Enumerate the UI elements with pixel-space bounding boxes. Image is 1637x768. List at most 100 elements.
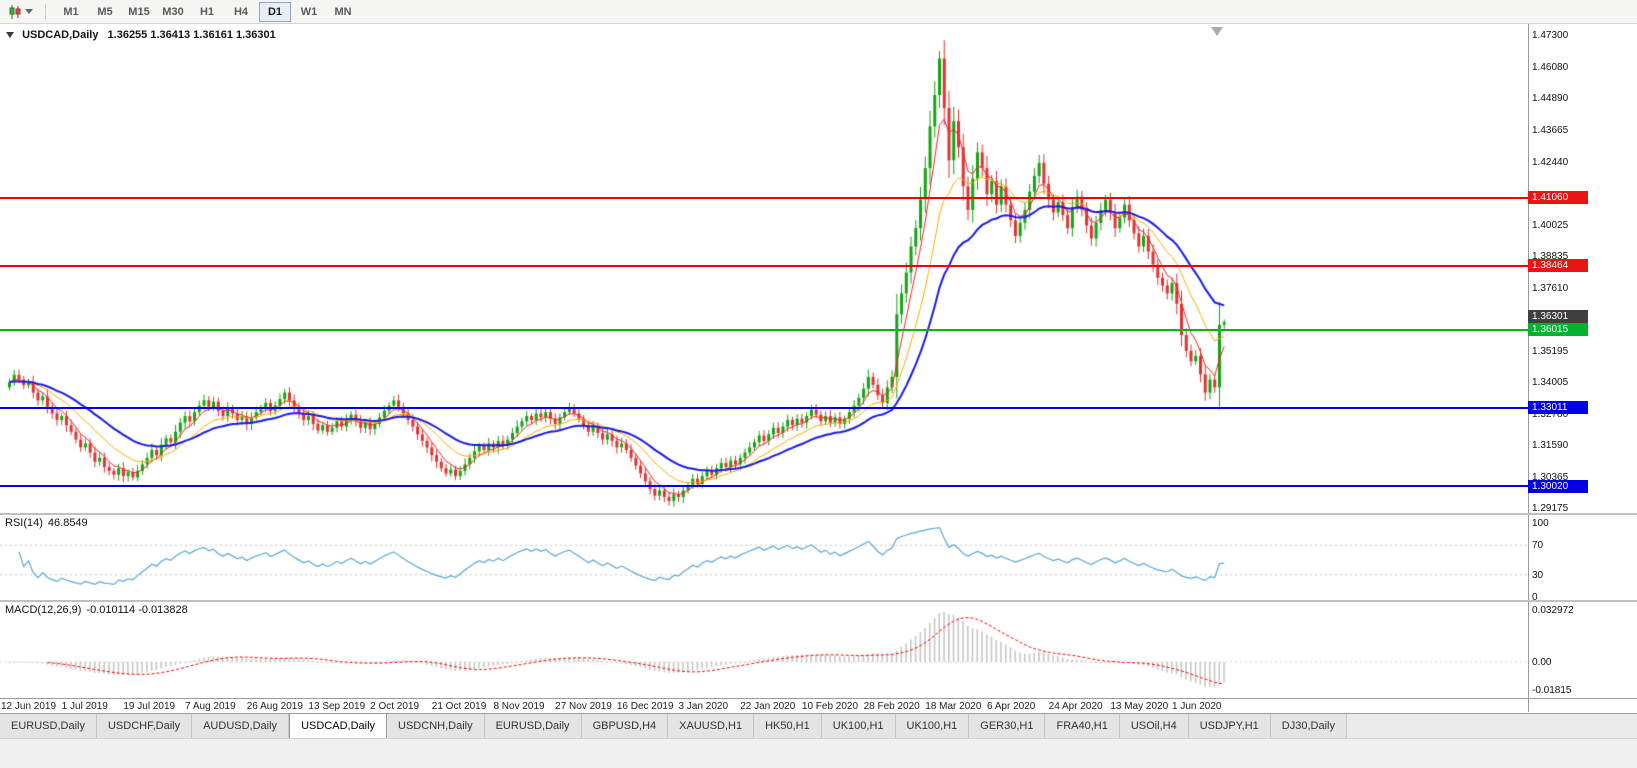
timeframe-button-mn[interactable]: MN: [334, 5, 352, 18]
price-axis-label: 1.31590: [1532, 440, 1569, 452]
time-axis-label: 27 Nov 2019: [555, 701, 612, 712]
time-axis-label: 7 Aug 2019: [185, 701, 236, 712]
time-axis-label: 21 Oct 2019: [431, 701, 487, 712]
time-axis-label: 1 Jul 2019: [61, 701, 108, 712]
time-axis-label: 18 Mar 2020: [925, 701, 982, 712]
rsi-panel-splitter[interactable]: [0, 513, 1637, 515]
macd-indicator-label: MACD(12,26,9) -0.010114 -0.013828: [5, 604, 188, 616]
time-axis-label: 3 Jan 2020: [678, 701, 729, 712]
rsi-name: RSI(14): [5, 517, 43, 529]
chart-tab-dj30-daily-15[interactable]: DJ30,Daily: [1270, 714, 1347, 738]
candlestick-chart-icon: [9, 4, 21, 19]
price-tag-1.38464: 1.38464: [1528, 259, 1588, 272]
rsi-axis-label: 100: [1532, 518, 1549, 529]
time-axis-label: 8 Nov 2019: [493, 701, 545, 712]
chart-shift-marker[interactable]: [1211, 27, 1223, 36]
time-axis-label: 12 Jun 2019: [1, 701, 57, 712]
chart-header: USDCAD,Daily 1.36255 1.36413 1.36161 1.3…: [6, 29, 276, 41]
macd-axis-label: 0.032972: [1532, 605, 1574, 617]
price-axis-label: 1.40025: [1532, 219, 1569, 231]
timeframe-button-m1[interactable]: M1: [63, 5, 79, 18]
chart-tab-usdjpy-h1-14[interactable]: USDJPY,H1: [1188, 714, 1271, 738]
price-axis-label: 1.47300: [1532, 30, 1569, 41]
hline-level-1.41060[interactable]: [0, 196, 1528, 199]
chart-tab-usdcnh-daily-4[interactable]: USDCNH,Daily: [387, 714, 485, 738]
price-axis-label: 1.43665: [1532, 124, 1569, 136]
chart-tab-usdcad-daily-3[interactable]: USDCAD,Daily: [289, 714, 388, 738]
hline-level-1.30020[interactable]: [0, 485, 1528, 487]
caret-down-icon: [25, 9, 33, 14]
timeframe-button-w1[interactable]: W1: [300, 5, 318, 18]
price-axis-label: 1.35195: [1532, 345, 1569, 357]
timeframe-button-d1[interactable]: D1: [259, 1, 291, 22]
timeframe-buttons: M1 M5 M15 M30 H1 H4 D1 W1 MN: [54, 1, 360, 22]
time-axis-label: 26 Aug 2019: [246, 701, 303, 712]
macd-axis-label: 0.00: [1532, 657, 1552, 668]
macd-name: MACD(12,26,9): [5, 604, 82, 616]
hline-level-1.38464[interactable]: [0, 264, 1528, 267]
toolbar-separator: [45, 3, 46, 20]
price-axis-label: 1.29175: [1532, 503, 1569, 515]
time-axis-label: 13 Sep 2019: [308, 701, 366, 712]
rsi-value: 46.8549: [47, 517, 88, 529]
price-axis-label: 1.37610: [1532, 282, 1569, 294]
price-axis-label: 1.38835: [1532, 250, 1569, 262]
chart-tab-eurusd-daily-0[interactable]: EURUSD,Daily: [0, 714, 97, 738]
time-axis-border: [0, 698, 1637, 699]
chart-tab-uk100-h1-10[interactable]: UK100,H1: [895, 714, 970, 738]
chart-ohlc: 1.36255 1.36413 1.36161 1.36301: [107, 29, 276, 41]
price-tag-1.36015: 1.36015: [1528, 323, 1588, 336]
chart-tab-gbpusd-h4-6[interactable]: GBPUSD,H4: [581, 714, 669, 738]
price-axis-label: 1.34005: [1532, 376, 1569, 388]
price-axis-label: 1.44890: [1532, 92, 1569, 104]
price-axis-label: 1.32780: [1532, 408, 1569, 420]
rsi-axis-label: 0: [1532, 592, 1538, 603]
status-bar: [0, 738, 1637, 768]
macd-panel-splitter[interactable]: [0, 600, 1637, 602]
current-price-tag: 1.36301: [1528, 310, 1588, 323]
chart-type-button[interactable]: [3, 2, 37, 22]
chart-tab-usoil-h4-13[interactable]: USOil,H4: [1119, 714, 1189, 738]
time-axis-label: 19 Jul 2019: [123, 701, 176, 712]
chart-tab-eurusd-daily-5[interactable]: EURUSD,Daily: [484, 714, 582, 738]
hline-level-1.33011[interactable]: [0, 406, 1528, 409]
timeframe-button-m30[interactable]: M30: [162, 5, 184, 18]
rsi-indicator-label: RSI(14) 46.8549: [5, 517, 88, 529]
time-axis-label: 28 Feb 2020: [863, 701, 920, 712]
hline-level-1.36015[interactable]: [0, 328, 1528, 331]
price-tag-1.41060: 1.41060: [1528, 191, 1588, 204]
time-axis-label: 1 Jun 2020: [1172, 701, 1222, 712]
chart-tab-audusd-daily-2[interactable]: AUDUSD,Daily: [192, 714, 290, 738]
price-tag-1.30020: 1.30020: [1528, 480, 1588, 493]
time-axis-label: 10 Feb 2020: [801, 701, 859, 712]
time-axis-label: 24 Apr 2020: [1048, 701, 1103, 712]
chart-tab-hk50-h1-8[interactable]: HK50,H1: [754, 714, 822, 738]
price-axis-label: 1.46080: [1532, 61, 1569, 73]
time-axis-label: 22 Jan 2020: [740, 701, 796, 712]
chart-tab-usdchf-daily-1[interactable]: USDCHF,Daily: [96, 714, 193, 738]
price-scale-border: [1528, 24, 1529, 712]
chart-symbol-period: USDCAD,Daily: [22, 29, 99, 41]
price-tag-1.33011: 1.33011: [1528, 401, 1588, 414]
rsi-axis-label: 30: [1532, 569, 1544, 581]
chart-tabs-bar: EURUSD,Daily USDCHF,Daily AUDUSD,Daily USDC…: [0, 713, 1637, 738]
macd-values: -0.010114 -0.013828: [86, 604, 188, 616]
price-axis-label: 1.30365: [1532, 472, 1569, 483]
timeframe-button-m15[interactable]: M15: [128, 5, 150, 18]
price-axis-label: 1.42440: [1532, 156, 1569, 168]
chart-tab-fra40-h1-12[interactable]: FRA40,H1: [1045, 714, 1120, 738]
chart-tab-ger30-h1-11[interactable]: GER30,H1: [969, 714, 1046, 738]
rsi-axis-label: 70: [1532, 540, 1544, 552]
time-axis-label: 16 Dec 2019: [616, 701, 674, 712]
timeframe-button-h1[interactable]: H1: [199, 5, 215, 18]
one-click-trading-icon[interactable]: [6, 32, 14, 38]
timeframe-button-m5[interactable]: M5: [97, 5, 113, 18]
timeframe-toolbar: M1 M5 M15 M30 H1 H4 D1 W1 MN: [0, 0, 1637, 24]
timeframe-button-h4[interactable]: H4: [233, 5, 249, 18]
chart-tab-uk100-h1-9[interactable]: UK100,H1: [821, 714, 896, 738]
chart-tab-xauusd-h1-7[interactable]: XAUUSD,H1: [668, 714, 755, 738]
time-axis-label: 6 Apr 2020: [986, 701, 1036, 712]
macd-axis-label: -0.01815: [1532, 685, 1572, 697]
time-axis-label: 2 Oct 2019: [370, 701, 420, 712]
